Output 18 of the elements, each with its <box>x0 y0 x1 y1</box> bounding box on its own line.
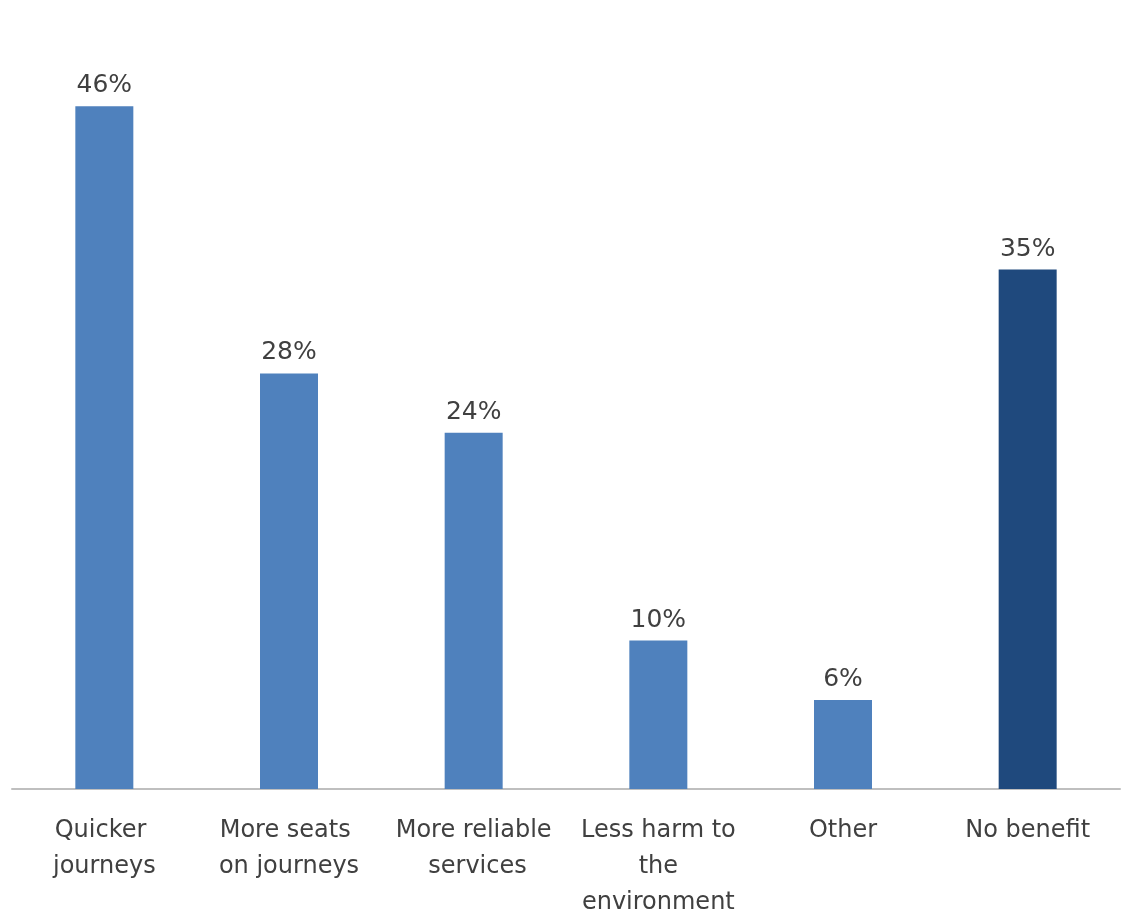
bar <box>814 699 872 789</box>
x-tick-label: Quicker journeys <box>51 815 156 879</box>
data-label: 28% <box>261 336 317 366</box>
x-tick-label: Other <box>808 815 878 843</box>
bar <box>75 106 134 789</box>
bar <box>998 269 1057 789</box>
x-tick-label: More reliable services <box>395 815 552 879</box>
x-tick-label: Less harm to the environment <box>580 815 736 915</box>
bar <box>260 373 318 789</box>
bar <box>629 640 688 789</box>
bar <box>444 432 503 789</box>
x-tick-label: More seats on journeys <box>218 815 360 879</box>
data-label: 6% <box>823 662 863 692</box>
data-label: 24% <box>445 395 502 425</box>
data-label: 46% <box>76 69 133 99</box>
x-tick-label: No benefit <box>965 815 1091 843</box>
data-label: 35% <box>999 232 1056 262</box>
data-label: 10% <box>630 603 687 633</box>
